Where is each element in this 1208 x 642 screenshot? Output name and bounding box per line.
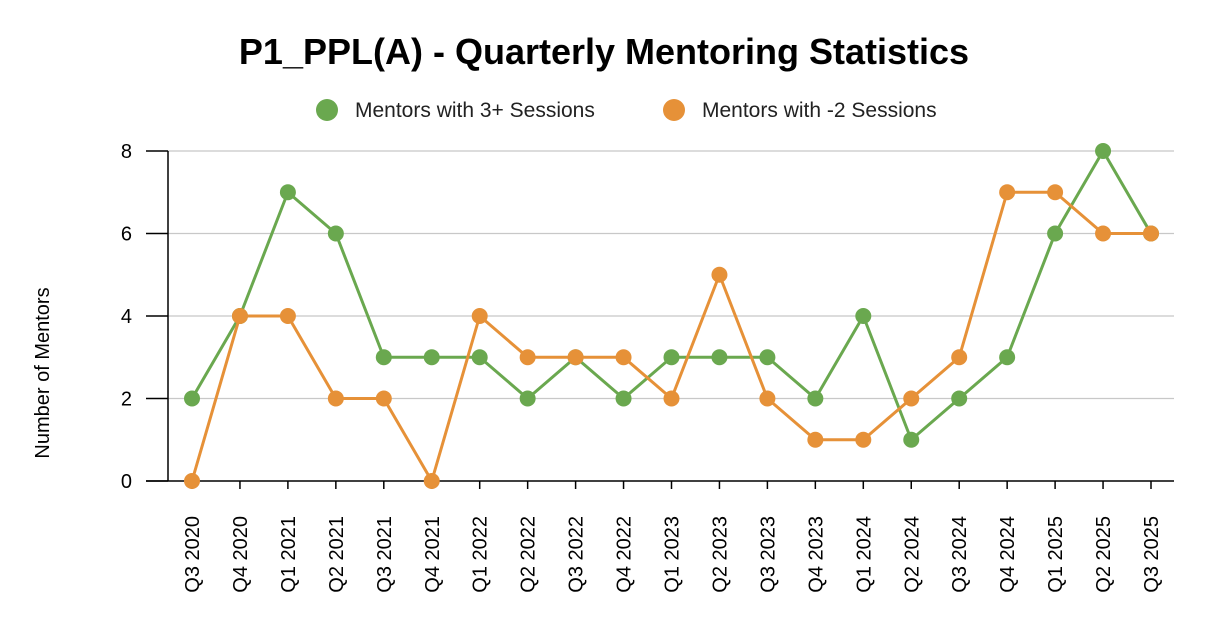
x-tick-label: Q2 2022 xyxy=(518,516,540,593)
x-tick-label: Q3 2020 xyxy=(182,516,204,593)
data-point-series-0 xyxy=(663,349,680,366)
data-point-series-0 xyxy=(1047,225,1064,242)
data-point-series-0 xyxy=(471,349,488,366)
x-tick-label: Q4 2020 xyxy=(230,516,252,593)
x-tick-label: Q4 2022 xyxy=(614,516,636,593)
x-tick-label: Q1 2025 xyxy=(1045,516,1067,593)
data-point-series-1 xyxy=(711,266,728,283)
y-tick-label: 8 xyxy=(121,141,132,163)
y-tick-label: 6 xyxy=(121,224,132,246)
data-point-series-1 xyxy=(903,390,920,407)
data-point-series-1 xyxy=(423,473,440,489)
data-point-series-1 xyxy=(855,431,872,448)
data-point-series-0 xyxy=(711,349,728,366)
data-point-series-1 xyxy=(951,349,968,366)
data-point-series-0 xyxy=(423,349,440,366)
x-tick-label: Q4 2021 xyxy=(422,516,444,593)
x-tick-label: Q4 2024 xyxy=(997,516,1019,593)
data-point-series-1 xyxy=(1143,225,1159,242)
y-tick-label: 0 xyxy=(121,471,132,493)
data-point-series-1 xyxy=(615,349,632,366)
data-point-series-1 xyxy=(231,308,248,324)
x-tick-label: Q2 2024 xyxy=(901,516,923,593)
data-point-series-0 xyxy=(184,390,200,407)
data-point-series-1 xyxy=(759,390,776,407)
data-point-series-0 xyxy=(327,225,344,242)
data-point-series-1 xyxy=(327,390,344,407)
series-1 xyxy=(184,184,1159,489)
data-point-series-0 xyxy=(951,390,968,407)
data-point-series-1 xyxy=(471,308,488,324)
x-tick-label: Q2 2023 xyxy=(709,516,731,593)
legend-marker-series-1 xyxy=(663,99,685,121)
data-point-series-1 xyxy=(1095,225,1112,242)
x-tick-label: Q3 2021 xyxy=(374,516,396,593)
data-point-series-0 xyxy=(1095,143,1112,159)
data-point-series-1 xyxy=(807,431,824,448)
x-tick-label: Q1 2022 xyxy=(470,516,492,593)
data-point-series-0 xyxy=(375,349,392,366)
y-axis-label: Number of Mentors xyxy=(32,287,54,458)
data-point-series-0 xyxy=(279,184,296,201)
x-tick-label: Q2 2025 xyxy=(1093,516,1115,593)
legend: Mentors with 3+ Sessions Mentors with -2… xyxy=(316,99,937,122)
legend-marker-series-0 xyxy=(316,99,338,121)
x-tick-label: Q3 2022 xyxy=(566,516,588,593)
data-point-series-1 xyxy=(663,390,680,407)
data-point-series-0 xyxy=(807,390,824,407)
chart-title: P1_PPL(A) - Quarterly Mentoring Statisti… xyxy=(239,31,969,72)
legend-label-series-0: Mentors with 3+ Sessions xyxy=(355,99,595,122)
y-tick-label: 2 xyxy=(121,389,132,411)
data-point-series-1 xyxy=(519,349,536,366)
data-point-series-0 xyxy=(999,349,1016,366)
data-point-series-0 xyxy=(903,431,920,448)
y-tick-label: 4 xyxy=(121,306,132,328)
x-tick-label: Q2 2021 xyxy=(326,516,348,593)
axes: 0 2 4 6 8 Q3 2020 Q4 2020 Q1 2021 Q2 2021 Q3 2021… xyxy=(121,141,1174,593)
data-point-series-0 xyxy=(519,390,536,407)
x-tick-label: Q1 2023 xyxy=(662,516,684,593)
x-tick-label: Q4 2023 xyxy=(805,516,827,593)
data-point-series-1 xyxy=(375,390,392,407)
x-tick-label: Q3 2025 xyxy=(1141,516,1163,593)
data-point-series-1 xyxy=(567,349,584,366)
series xyxy=(184,143,1159,489)
x-tick-label: Q1 2021 xyxy=(278,516,300,593)
data-point-series-1 xyxy=(184,473,200,489)
data-point-series-0 xyxy=(615,390,632,407)
x-tick-label: Q3 2023 xyxy=(757,516,779,593)
data-point-series-1 xyxy=(1047,184,1064,201)
data-point-series-0 xyxy=(759,349,776,366)
data-point-series-1 xyxy=(999,184,1016,201)
x-tick-label: Q1 2024 xyxy=(853,516,875,593)
data-point-series-0 xyxy=(855,308,872,324)
x-tick-label: Q3 2024 xyxy=(949,516,971,593)
data-point-series-1 xyxy=(279,308,296,324)
legend-label-series-1: Mentors with -2 Sessions xyxy=(702,99,937,122)
